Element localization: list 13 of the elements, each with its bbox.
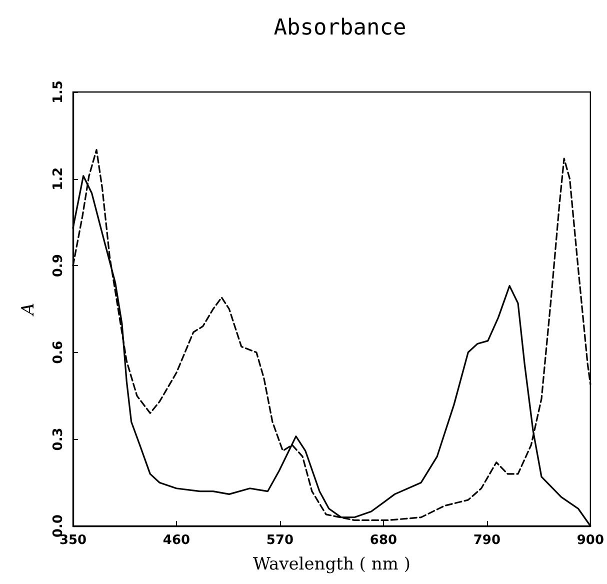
x-tick-label: 460 <box>162 533 190 548</box>
y-tick-label: 0.3 <box>51 428 66 451</box>
chart-title: Absorbance <box>274 16 406 40</box>
x-tick-label: 900 <box>576 533 604 548</box>
y-tick-label: 0.6 <box>51 340 66 364</box>
x-axis-title: Wavelength ( nm ) <box>252 554 410 574</box>
x-tick-label: 570 <box>266 533 294 548</box>
y-tick-label: 0.9 <box>51 254 66 278</box>
x-tick-label: 680 <box>370 533 398 548</box>
x-tick-label: 790 <box>473 533 501 548</box>
y-axis-title: A <box>18 302 38 318</box>
y-tick-label: 1.5 <box>51 80 66 104</box>
y-tick-label: 1.2 <box>51 167 66 190</box>
